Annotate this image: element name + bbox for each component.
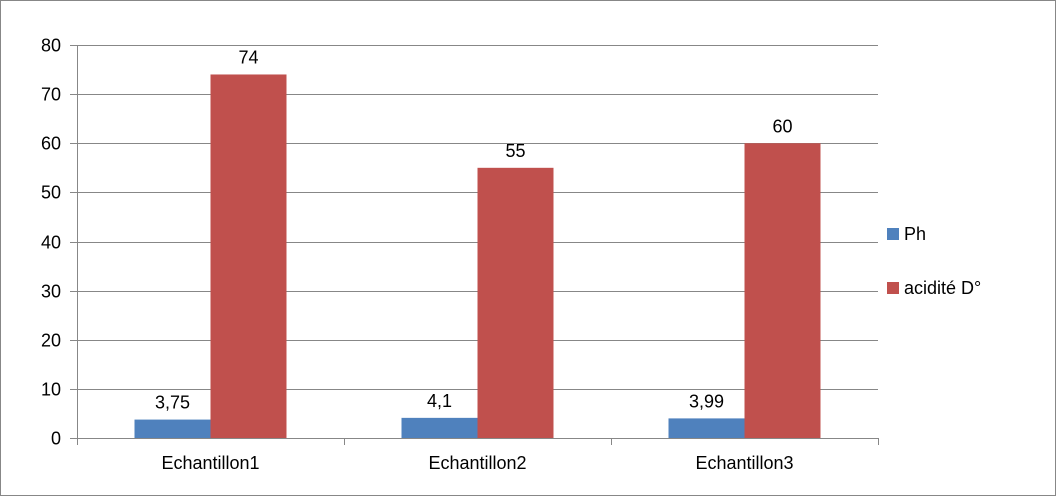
data-label: 74 <box>238 47 258 67</box>
x-tick-label: Echantillon1 <box>161 453 259 473</box>
data-labels: 3,75 74 4,1 55 3,99 60 <box>155 47 793 412</box>
data-label: 4,1 <box>427 391 452 411</box>
data-label: 3,75 <box>155 393 190 413</box>
data-label: 55 <box>505 141 525 161</box>
y-tick-label: 10 <box>41 380 61 400</box>
y-tick-label: 80 <box>41 36 61 56</box>
data-label: 3,99 <box>689 391 724 411</box>
data-label: 60 <box>772 116 792 136</box>
legend-swatch <box>887 228 899 240</box>
legend-label: acidité D° <box>904 278 981 298</box>
y-tick-label: 20 <box>41 331 61 351</box>
bars <box>134 74 821 438</box>
bar-ph-3 <box>668 418 745 438</box>
y-tick-label: 0 <box>51 429 61 449</box>
legend-swatch <box>887 282 899 294</box>
bar-acidite-1 <box>210 74 287 438</box>
legend-label: Ph <box>904 224 926 244</box>
bar-ph-1 <box>134 419 211 438</box>
legend: Ph acidité D° <box>887 224 981 298</box>
x-tick-label: Echantillon2 <box>428 453 526 473</box>
y-tick-label: 50 <box>41 183 61 203</box>
y-tick-label: 30 <box>41 282 61 302</box>
bar-acidite-3 <box>744 143 821 438</box>
bar-ph-2 <box>401 417 478 438</box>
axes: 0 10 20 30 40 50 60 70 80 Echantillon1 Echantillon… <box>41 36 879 473</box>
y-tick-label: 40 <box>41 233 61 253</box>
y-tick-label: 70 <box>41 85 61 105</box>
y-tick-label: 60 <box>41 134 61 154</box>
x-tick-label: Echantillon3 <box>695 453 793 473</box>
bar-acidite-2 <box>477 167 554 438</box>
